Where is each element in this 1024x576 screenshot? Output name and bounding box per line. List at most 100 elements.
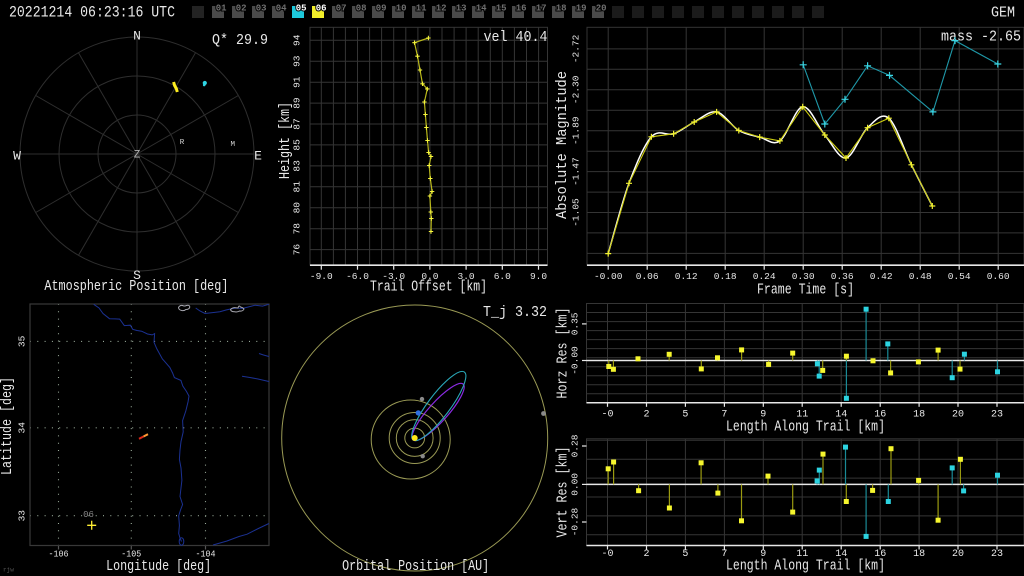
svg-text:T_j 3.32: T_j 3.32	[483, 304, 547, 321]
svg-text:08: 08	[356, 4, 367, 14]
svg-text:19: 19	[576, 4, 587, 14]
svg-text:04: 04	[276, 4, 287, 14]
svg-text:20221214 06:23:16 UTC: 20221214 06:23:16 UTC	[9, 4, 175, 22]
svg-text:-106: -106	[49, 549, 69, 560]
svg-text:87: 87	[292, 118, 303, 129]
svg-text:78: 78	[292, 223, 303, 235]
svg-text:0.36: 0.36	[831, 271, 854, 282]
svg-text:Orbital Position [AU]: Orbital Position [AU]	[342, 559, 489, 575]
svg-text:0.24: 0.24	[753, 271, 776, 282]
svg-text:9: 9	[760, 549, 766, 560]
svg-text:18: 18	[913, 410, 925, 421]
svg-text:91: 91	[292, 76, 303, 88]
svg-text:34: 34	[17, 422, 28, 434]
svg-text:11: 11	[796, 549, 808, 560]
svg-text:7: 7	[721, 410, 727, 421]
svg-text:Length Along Trail [km]: Length Along Trail [km]	[726, 559, 885, 575]
svg-text:3.0: 3.0	[458, 271, 475, 282]
svg-text:80: 80	[292, 202, 303, 214]
svg-text:16: 16	[516, 4, 527, 14]
svg-text:-0.00: -0.00	[594, 271, 623, 282]
svg-text:14: 14	[835, 549, 847, 560]
svg-text:0.00: 0.00	[570, 473, 581, 496]
svg-text:07: 07	[336, 4, 347, 14]
svg-text:Z: Z	[134, 150, 141, 162]
svg-text:93: 93	[292, 55, 303, 67]
svg-text:M: M	[231, 141, 236, 149]
svg-text:9.0: 9.0	[530, 271, 547, 282]
svg-text:09: 09	[376, 4, 387, 14]
svg-text:16: 16	[874, 549, 886, 560]
svg-text:2: 2	[643, 549, 649, 560]
svg-text:E: E	[254, 149, 262, 164]
svg-text:9: 9	[760, 410, 766, 421]
svg-text:W: W	[13, 149, 21, 164]
svg-text:03: 03	[256, 4, 267, 14]
svg-text:-9.0: -9.0	[310, 271, 333, 282]
svg-text:rjw: rjw	[3, 567, 14, 574]
svg-text:Height [km]: Height [km]	[278, 102, 294, 179]
svg-text:14: 14	[476, 4, 487, 14]
svg-text:Absolute Magnitude: Absolute Magnitude	[555, 71, 571, 219]
svg-text:81: 81	[292, 181, 303, 193]
svg-text:-3.0: -3.0	[382, 271, 405, 282]
svg-text:GEM: GEM	[991, 5, 1015, 22]
svg-text:17: 17	[536, 4, 547, 14]
svg-text:0.18: 0.18	[714, 271, 737, 282]
svg-text:-0: -0	[601, 549, 613, 560]
svg-text:05: 05	[296, 4, 307, 14]
svg-text:76: 76	[292, 244, 303, 256]
svg-text:mass -2.65: mass -2.65	[941, 29, 1021, 46]
svg-text:S: S	[133, 268, 141, 283]
svg-text:-2.72: -2.72	[571, 34, 582, 63]
svg-text:-2.30: -2.30	[571, 75, 582, 104]
svg-text:23: 23	[991, 410, 1003, 421]
svg-text:-1.89: -1.89	[571, 116, 582, 145]
svg-text:Vert Res [km]: Vert Res [km]	[556, 447, 572, 538]
svg-text:7: 7	[721, 549, 727, 560]
svg-text:-105: -105	[121, 549, 141, 560]
svg-text:Atmospheric Position [deg]: Atmospheric Position [deg]	[44, 279, 228, 295]
svg-text:Frame Time [s]: Frame Time [s]	[757, 283, 854, 299]
svg-text:0.42: 0.42	[870, 271, 893, 282]
svg-text:0.35: 0.35	[570, 312, 581, 335]
svg-text:18: 18	[913, 549, 925, 560]
svg-text:20: 20	[952, 410, 964, 421]
svg-text:94: 94	[292, 34, 303, 46]
svg-text:11: 11	[416, 4, 427, 14]
svg-text:10: 10	[396, 4, 407, 14]
svg-text:13: 13	[456, 4, 467, 14]
svg-text:-1.05: -1.05	[571, 198, 582, 227]
svg-text:0.12: 0.12	[675, 271, 698, 282]
svg-text:0.06: 0.06	[636, 271, 659, 282]
svg-text:5: 5	[682, 549, 688, 560]
svg-text:Trail Offset [km]: Trail Offset [km]	[370, 280, 487, 296]
svg-text:-0.28: -0.28	[570, 507, 581, 536]
svg-text:0.28: 0.28	[570, 434, 581, 457]
svg-text:18: 18	[556, 4, 567, 14]
svg-text:N: N	[133, 29, 141, 44]
svg-text:-104: -104	[196, 549, 216, 560]
svg-text:-1.47: -1.47	[571, 157, 582, 186]
svg-text:R: R	[180, 139, 185, 147]
svg-text:0.30: 0.30	[792, 271, 815, 282]
svg-text:12: 12	[436, 4, 447, 14]
svg-text:01: 01	[216, 4, 227, 14]
svg-text:06: 06	[316, 4, 327, 14]
svg-text:20: 20	[596, 4, 607, 14]
svg-text:-6.0: -6.0	[346, 271, 369, 282]
svg-text:0.54: 0.54	[948, 271, 971, 282]
svg-text:Horz Res [km]: Horz Res [km]	[556, 308, 572, 399]
svg-text:2: 2	[643, 410, 649, 421]
svg-text:0.48: 0.48	[909, 271, 932, 282]
svg-text:06: 06	[83, 510, 94, 520]
svg-text:83: 83	[292, 160, 303, 172]
svg-text:02: 02	[236, 4, 247, 14]
svg-text:Length Along Trail [km]: Length Along Trail [km]	[726, 420, 885, 436]
svg-text:Q* 29.9: Q* 29.9	[212, 32, 268, 49]
svg-text:-0.00: -0.00	[570, 346, 581, 375]
svg-text:Longitude [deg]: Longitude [deg]	[106, 559, 211, 575]
svg-text:15: 15	[496, 4, 507, 14]
svg-text:Latitude [deg]: Latitude [deg]	[0, 377, 16, 475]
svg-text:14: 14	[835, 410, 847, 421]
